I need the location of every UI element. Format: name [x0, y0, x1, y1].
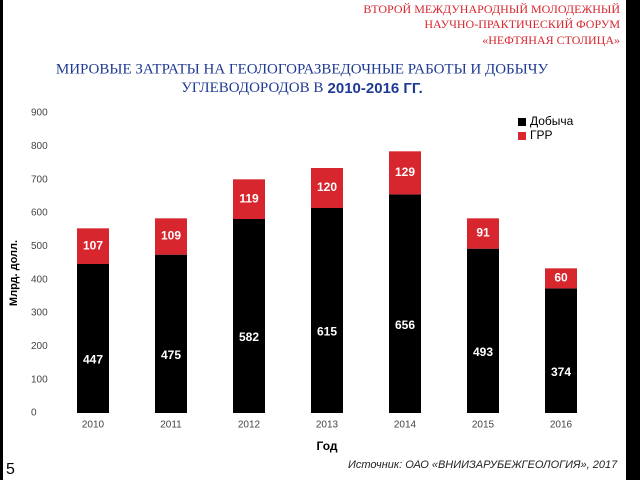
title-line: УГЛЕВОДОРОДОВ В 2010-2016 ГГ. [181, 80, 422, 97]
source: Источник: ОАО «ВНИИЗАРУБЕЖГЕОЛОГИЯ», 201… [348, 459, 618, 471]
y-tick-label: 700 [31, 174, 48, 185]
data-label: 91 [476, 226, 490, 240]
bar-segment [77, 228, 109, 264]
x-tick-label: 2010 [82, 420, 105, 431]
bar-segment [311, 168, 343, 208]
y-axis-label: Млрд. долл. [8, 240, 20, 306]
header-line: НАУЧНО-ПРАКТИЧЕСКИЙ ФОРУМ [424, 17, 620, 31]
data-label: 656 [395, 318, 415, 332]
x-axis-label: Год [317, 439, 338, 453]
title-bold: 2010-2016 ГГ. [328, 80, 423, 97]
data-label: 374 [551, 365, 571, 379]
data-label: 615 [317, 325, 337, 339]
legend-label: ГРР [530, 128, 553, 142]
header-line: «НЕФТЯНАЯ СТОЛИЦА» [482, 33, 620, 47]
y-tick-label: 300 [31, 308, 48, 319]
data-label: 582 [239, 330, 259, 344]
y-tick-label: 800 [31, 141, 48, 152]
bar-segment [467, 218, 499, 249]
x-tick-label: 2013 [316, 420, 339, 431]
chart: 0 100 200 300 400 500 600 700 800 900 Млрд. долл. Г… [8, 108, 577, 453]
bar-segment [389, 151, 421, 195]
left-border [0, 0, 3, 480]
data-label: 120 [317, 180, 337, 194]
y-tick-label: 200 [31, 341, 48, 352]
title-line: МИРОВЫЕ ЗАТРАТЫ НА ГЕОЛОГОРАЗВЕДОЧНЫЕ РА… [56, 61, 549, 77]
data-label: 447 [83, 353, 103, 367]
y-tick-label: 600 [31, 208, 48, 219]
data-label: 119 [239, 191, 259, 205]
y-tick-label: 100 [31, 374, 48, 385]
bar-segment [155, 218, 187, 255]
bar-segment [389, 194, 421, 413]
data-label: 107 [83, 238, 103, 252]
y-tick-label: 500 [31, 241, 48, 252]
bar-segment [311, 208, 343, 413]
y-tick-label: 900 [31, 108, 48, 119]
title-text: УГЛЕВОДОРОДОВ В [181, 80, 323, 96]
bar-segment [545, 268, 577, 289]
x-tick-label: 2015 [472, 420, 495, 431]
x-tick-label: 2016 [550, 420, 573, 431]
bar-segment [545, 288, 577, 413]
header-line: ВТОРОЙ МЕЖДУНАРОДНЫЙ МОЛОДЕЖНЫЙ [363, 2, 620, 16]
data-label: 60 [554, 271, 568, 285]
legend-swatch [518, 132, 526, 140]
x-tick-label: 2012 [238, 420, 261, 431]
right-border [626, 0, 640, 480]
legend-label: Добыча [530, 114, 574, 128]
legend-swatch [518, 118, 526, 126]
bar-segment [77, 264, 109, 413]
bar-segment [155, 254, 187, 413]
data-label: 493 [473, 345, 493, 359]
y-tick-label: 400 [31, 274, 48, 285]
bar-segment [233, 219, 265, 413]
bar-segment [233, 179, 265, 219]
x-tick-label: 2014 [394, 420, 417, 431]
x-tick-label: 2011 [160, 420, 182, 431]
y-tick-label: 0 [31, 408, 37, 419]
data-label: 109 [161, 229, 181, 243]
bar-segment [467, 248, 499, 413]
data-label: 475 [161, 348, 181, 362]
page-number: 5 [6, 461, 15, 478]
data-label: 129 [395, 165, 415, 179]
